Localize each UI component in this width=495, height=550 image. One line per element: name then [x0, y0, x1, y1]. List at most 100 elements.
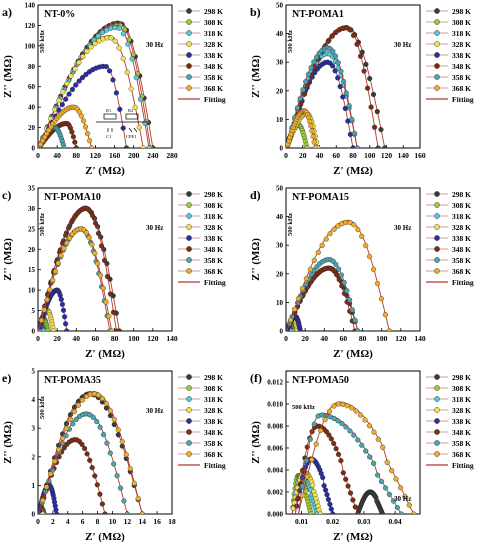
data-point	[84, 451, 90, 457]
data-point	[41, 328, 47, 331]
y-tick-label: 35	[28, 185, 36, 193]
x-tick-label: 160	[414, 151, 426, 160]
data-point	[375, 436, 381, 442]
y-tick-label: 40	[276, 30, 284, 38]
data-point	[327, 231, 333, 237]
y-tick-label: 10	[276, 299, 284, 307]
x-tick-label: 140	[166, 334, 178, 343]
y-tick-label: 140	[25, 2, 36, 10]
data-point	[378, 296, 385, 302]
data-point	[386, 491, 392, 497]
y-tick-label: 10	[276, 116, 284, 124]
x-tick-label: 40	[316, 151, 324, 160]
x-tick-label: 120	[90, 151, 102, 160]
panel-title: NT-POMA35	[44, 375, 101, 386]
data-point	[52, 268, 59, 274]
data-point	[89, 242, 95, 248]
panel-letter: b)	[250, 5, 261, 19]
inset-label-c1: C1	[106, 134, 111, 139]
legend-label: 368 K	[452, 267, 471, 276]
data-point	[92, 473, 98, 479]
legend: 298 K 308 K 318 K 328 K 338 K 348 K 358 K 368 K…	[178, 7, 226, 104]
y-tick-label: 20	[28, 246, 36, 254]
data-point	[308, 271, 314, 278]
low-frequency-label: 30 Hz	[146, 224, 163, 232]
panel-letter: e)	[2, 371, 11, 385]
data-point	[92, 250, 98, 256]
legend-label: Fitting	[204, 278, 226, 287]
data-point	[323, 487, 329, 493]
data-point	[368, 104, 374, 110]
data-point	[343, 90, 349, 96]
legend-label: 358 K	[452, 73, 471, 82]
data-point	[354, 145, 360, 148]
data-point	[69, 129, 75, 135]
legend-label: 308 K	[452, 18, 471, 27]
data-point	[300, 87, 306, 93]
legend-label: Fitting	[204, 95, 226, 104]
data-point	[111, 461, 117, 467]
data-point	[94, 482, 100, 488]
low-frequency-label: 30 Hz	[146, 407, 163, 415]
y-tick-label: 0	[280, 328, 284, 336]
data-point	[321, 483, 327, 489]
x-axis-label: Z' (MΩ)	[333, 165, 373, 177]
legend-label: Fitting	[204, 461, 226, 470]
legend-marker	[434, 19, 440, 25]
data-point	[90, 414, 96, 420]
data-point	[121, 31, 127, 37]
data-point	[111, 416, 117, 423]
data-point	[361, 68, 367, 74]
legend-marker	[186, 63, 192, 69]
data-point	[307, 266, 313, 272]
data-point	[288, 317, 294, 323]
data-point	[115, 427, 121, 433]
data-point	[345, 483, 351, 489]
inset-label-cpe1: CPE1	[126, 134, 137, 139]
legend-marker	[434, 451, 440, 457]
data-point	[59, 301, 65, 307]
data-point	[338, 458, 344, 464]
legend-label: 308 K	[204, 384, 223, 393]
data-point	[50, 328, 56, 331]
legend-marker	[434, 74, 440, 80]
data-point	[114, 473, 120, 479]
data-point	[97, 272, 104, 278]
data-point	[347, 490, 354, 496]
legend-marker	[434, 202, 440, 208]
y-axis-label: Z'' (MΩ)	[250, 55, 262, 98]
data-point	[301, 91, 307, 97]
data-point	[129, 56, 135, 62]
data-point	[116, 25, 122, 31]
data-point	[75, 402, 82, 408]
data-point	[350, 32, 357, 38]
data-point	[339, 421, 345, 427]
legend-label: 308 K	[452, 201, 471, 210]
data-point	[140, 145, 146, 148]
y-tick-label: 30	[276, 59, 284, 67]
data-point	[99, 501, 105, 507]
x-tick-label: 0.03	[357, 517, 370, 526]
legend-marker	[186, 451, 192, 457]
data-point	[341, 279, 347, 285]
data-point	[67, 416, 74, 422]
data-point	[363, 243, 369, 249]
legend-label: 348 K	[452, 428, 471, 437]
legend-label: 368 K	[452, 84, 471, 93]
legend-label: 298 K	[452, 373, 471, 382]
data-point	[108, 35, 114, 41]
x-axis-label: Z' (MΩ)	[85, 531, 125, 543]
y-tick-label: 120	[25, 22, 36, 30]
data-point	[340, 94, 346, 100]
y-tick-label: 30	[276, 242, 284, 250]
data-point	[367, 254, 373, 260]
y-tick-label: 15	[28, 266, 36, 274]
data-point	[351, 130, 358, 137]
data-point	[326, 408, 333, 414]
legend-label: 328 K	[452, 406, 471, 415]
panel-chart-svg: (f) NT-POMA50 0.01 0.02 0.03 0.04 0.000 0.002 0.…	[250, 370, 474, 543]
data-point	[333, 446, 339, 452]
x-tick-label: 12	[124, 517, 132, 526]
data-point	[352, 504, 358, 510]
